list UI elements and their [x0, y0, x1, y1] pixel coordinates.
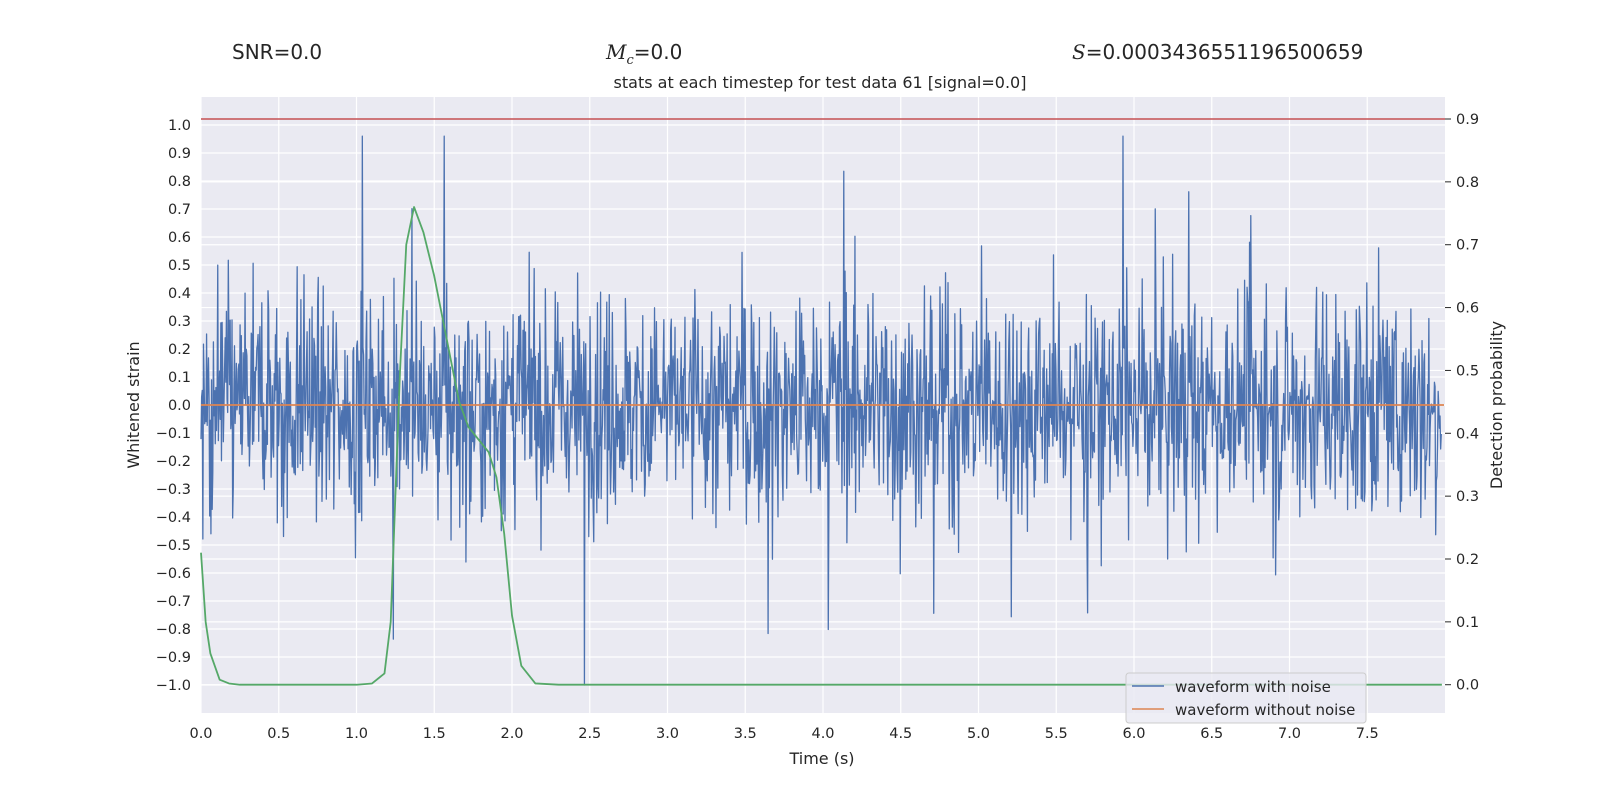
y2-tick-label: 0.0	[1456, 678, 1479, 694]
y-axis-label: Whitened strain	[124, 341, 143, 468]
legend-label-noisy: waveform with noise	[1175, 678, 1331, 696]
legend-label-clean: waveform without noise	[1175, 701, 1355, 719]
y-tick-label: −1.0	[156, 678, 191, 694]
y2-tick-label: 0.2	[1456, 552, 1479, 568]
mc-value: =0.0	[633, 40, 683, 64]
x-tick-label: 7.0	[1278, 726, 1301, 742]
chirp-mass-annotation: Mc=0.0	[606, 40, 682, 68]
mc-subscript: c	[626, 53, 634, 68]
x-tick-label: 2.0	[500, 726, 523, 742]
x-tick-label: 7.5	[1356, 726, 1379, 742]
y-tick-label: −0.2	[156, 454, 191, 470]
detection-probability-line	[200, 206, 1442, 686]
y-tick-label: −0.6	[156, 566, 191, 582]
y-tick-label: 1.0	[168, 118, 191, 134]
y-tick-label: −0.1	[156, 426, 191, 442]
y-tick-label: 0.6	[168, 230, 191, 246]
snr-value: =0.0	[273, 40, 323, 64]
y-tick-label: −0.3	[156, 482, 191, 498]
mc-symbol: M	[606, 40, 627, 64]
score-annotation: S=0.0003436551196500659	[1072, 40, 1363, 64]
x-tick-label: 4.0	[811, 726, 834, 742]
series-detection-probability	[200, 206, 1442, 686]
x-tick-label: 5.0	[967, 726, 990, 742]
x-axis-ticks: 0.0 0.5 1.0 1.5 2.0 2.5 3.0 3.5 4.0 4.5 5.0 5.5 6.0 6…	[189, 726, 1378, 742]
y-tick-label: 0.9	[168, 146, 191, 162]
y2-tick-label: 0.5	[1456, 363, 1479, 379]
series-waveform-with-noise	[200, 135, 1442, 686]
x-tick-label: 0.0	[189, 726, 212, 742]
y-axis-ticks: 1.0 0.9 0.8 0.7 0.6 0.5 0.4 0.3 0.2 0.1 0.0 −0.1 −0.…	[156, 118, 191, 694]
x-tick-label: 1.0	[345, 726, 368, 742]
x-tick-label: 5.5	[1045, 726, 1068, 742]
y-tick-label: −0.7	[156, 594, 191, 610]
y-tick-label: −0.4	[156, 510, 191, 526]
y-tick-label: −0.5	[156, 538, 191, 554]
s-value: =0.0003436551196500659	[1085, 40, 1364, 64]
y2-tick-label: 0.7	[1456, 238, 1479, 254]
x-tick-label: 1.5	[423, 726, 446, 742]
y-tick-label: 0.8	[168, 174, 191, 190]
y-tick-label: 0.0	[168, 398, 191, 414]
snr-label: SNR	[232, 40, 274, 64]
y2-tick-label: 0.1	[1456, 615, 1479, 631]
legend: waveform with noise waveform without noi…	[1125, 672, 1367, 724]
y2-tick-label: 0.6	[1456, 301, 1479, 317]
y-tick-label: 0.1	[168, 370, 191, 386]
y2-tick-label: 0.8	[1456, 175, 1479, 191]
x-axis-label: Time (s)	[788, 749, 854, 768]
y2-tick-label: 0.4	[1456, 426, 1479, 442]
y-tick-label: 0.5	[168, 258, 191, 274]
x-tick-label: 3.5	[734, 726, 757, 742]
y-tick-label: 0.3	[168, 314, 191, 330]
x-tick-label: 6.5	[1200, 726, 1223, 742]
snr-annotation: SNR=0.0	[232, 40, 322, 64]
y2-axis-ticks: 0.9 0.8 0.7 0.6 0.5 0.4 0.3 0.2 0.1 0.0	[1445, 112, 1479, 694]
x-tick-label: 4.5	[889, 726, 912, 742]
y-tick-label: 0.4	[168, 286, 191, 302]
x-tick-label: 3.0	[656, 726, 679, 742]
y-tick-label: 0.2	[168, 342, 191, 358]
y2-tick-label: 0.9	[1456, 112, 1479, 128]
y2-axis-label: Detection probability	[1487, 321, 1506, 489]
waveform-with-noise-line	[200, 135, 1442, 686]
y-tick-label: 0.7	[168, 202, 191, 218]
legend-box	[1125, 672, 1367, 724]
x-tick-label: 2.5	[578, 726, 601, 742]
x-tick-label: 0.5	[267, 726, 290, 742]
s-symbol: S	[1072, 40, 1086, 64]
y-tick-label: −0.8	[156, 622, 191, 638]
y-tick-label: −0.9	[156, 650, 191, 666]
x-tick-label: 6.0	[1122, 726, 1145, 742]
chart-title: stats at each timestep for test data 61 …	[614, 73, 1027, 92]
y2-tick-label: 0.3	[1456, 489, 1479, 505]
